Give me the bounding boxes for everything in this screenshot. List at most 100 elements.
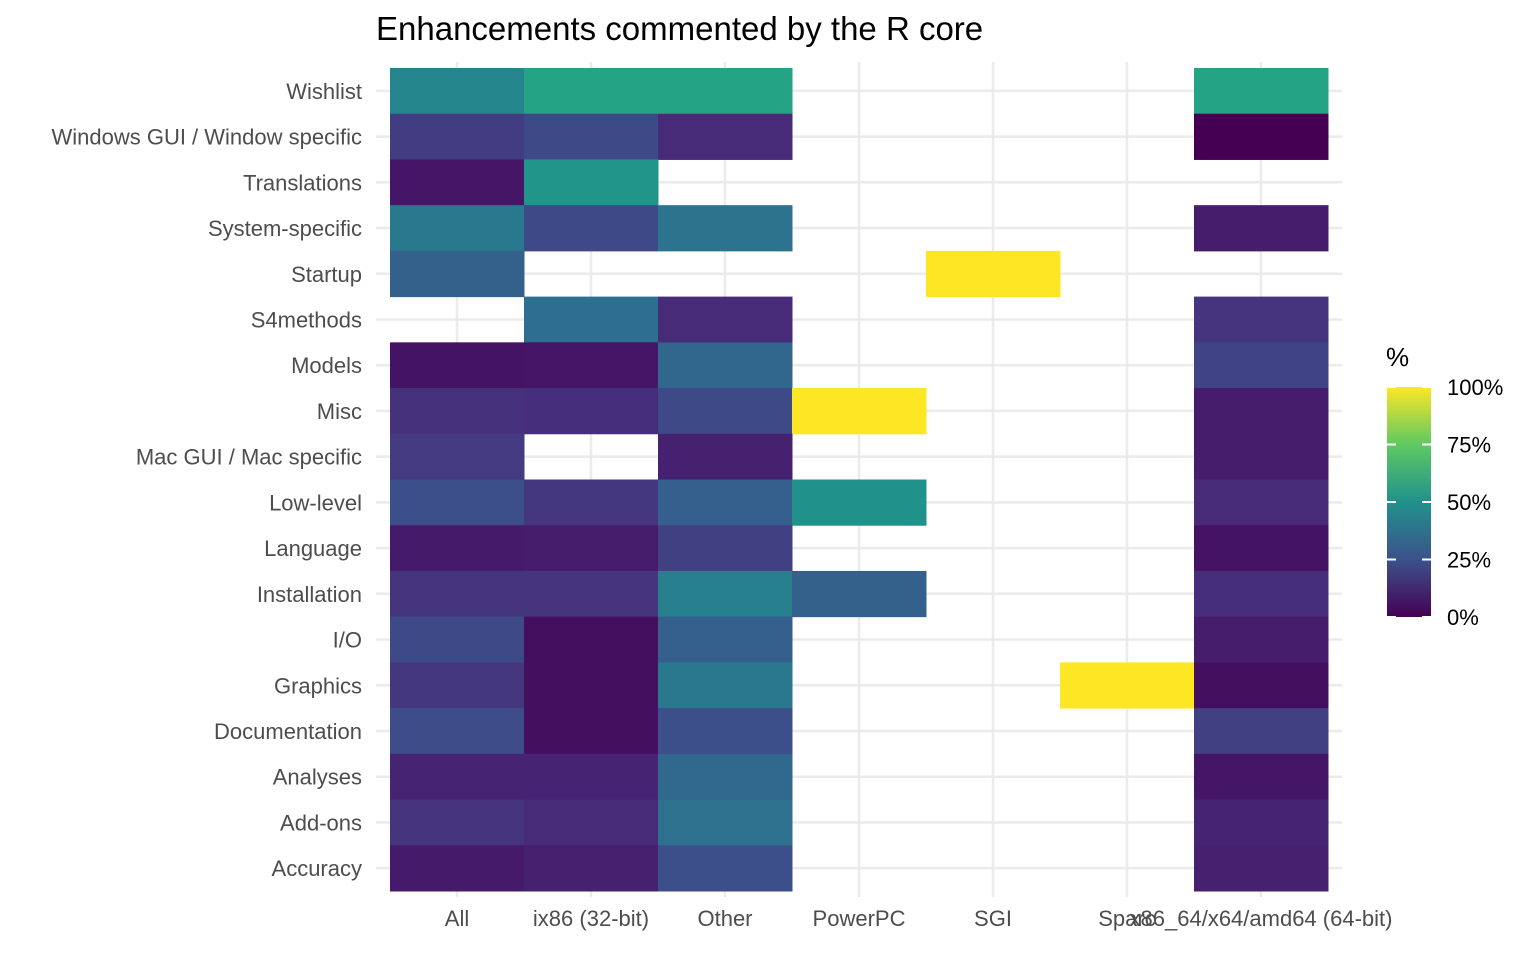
- x-tick-label: All: [445, 906, 469, 931]
- heatmap-cell: [390, 388, 525, 435]
- color-legend: % 100% 75% 50% 25% 0%: [1386, 342, 1503, 630]
- y-tick-label: Mac GUI / Mac specific: [136, 445, 362, 470]
- heatmap-cell: [1194, 753, 1329, 801]
- heatmap-cell: [390, 159, 525, 206]
- heatmap-cell: [658, 68, 793, 115]
- heatmap-cell: [658, 845, 793, 892]
- heatmap-cell: [524, 388, 659, 435]
- x-tick-label: x86_64/x64/amd64 (64-bit): [1130, 906, 1393, 931]
- heatmap-cell: [390, 525, 525, 572]
- y-tick-label: I/O: [333, 628, 362, 653]
- y-tick-label: Low-level: [269, 490, 362, 515]
- heatmap-cell: [390, 708, 525, 755]
- heatmap-cell: [1194, 113, 1329, 160]
- heatmap-cell: [524, 296, 659, 343]
- heatmap-cell: [524, 159, 659, 206]
- y-tick-label: Translations: [243, 170, 362, 195]
- heatmap-cell: [658, 570, 793, 618]
- heatmap-cell: [1194, 68, 1329, 115]
- heatmap-cell: [658, 525, 793, 572]
- heatmap-cell: [524, 662, 659, 709]
- heatmap-cell: [1194, 479, 1329, 526]
- heatmap-cell: [524, 570, 659, 618]
- y-tick-label: Windows GUI / Window specific: [51, 125, 362, 150]
- heatmap-cell: [1194, 296, 1329, 343]
- x-tick-label: ix86 (32-bit): [533, 906, 649, 931]
- y-tick-label: Wishlist: [286, 79, 362, 104]
- x-tick-label: PowerPC: [813, 906, 906, 931]
- heatmap-cell: [1194, 799, 1329, 846]
- x-tick-label: Sparc: [1098, 906, 1155, 931]
- heatmap-cell: [524, 68, 659, 115]
- x-tick-label: Other: [697, 906, 752, 931]
- heatmap-cell: [658, 113, 793, 160]
- heatmap-cell: [390, 205, 525, 252]
- x-axis-labels: All ix86 (32-bit) Other PowerPC SGI Sparcx86_…: [445, 906, 1393, 931]
- heatmap-cell: [1194, 388, 1329, 435]
- legend-label: 25%: [1447, 548, 1491, 573]
- y-tick-label: Graphics: [274, 673, 362, 698]
- legend-label: 50%: [1447, 490, 1491, 515]
- heatmap-cell: [658, 433, 793, 480]
- y-tick-label: Models: [291, 353, 362, 378]
- legend-label: 0%: [1447, 605, 1479, 630]
- heatmap-cell: [658, 296, 793, 343]
- heatmap-cell: [658, 616, 793, 663]
- heatmap-cell: [1194, 570, 1329, 618]
- heatmap-cell: [792, 388, 927, 435]
- heatmap-cell: [390, 799, 525, 846]
- heatmap-cell: [658, 205, 793, 252]
- heatmap-cell: [792, 570, 927, 618]
- heatmap-cell: [1194, 845, 1329, 892]
- heatmap-cell: [390, 753, 525, 801]
- legend-label: 100%: [1447, 375, 1503, 400]
- y-tick-label: Language: [264, 536, 362, 561]
- heatmap-cell: [524, 113, 659, 160]
- grid-lines: [376, 62, 1342, 897]
- heatmap-cell: [1060, 662, 1195, 709]
- heatmap-cell: [390, 662, 525, 709]
- heatmap-cell: [390, 113, 525, 160]
- chart-title: Enhancements commented by the R core: [376, 10, 983, 47]
- heatmap-cell: [1194, 708, 1329, 755]
- y-tick-label: Add-ons: [280, 810, 362, 835]
- y-tick-label: Accuracy: [272, 856, 362, 881]
- y-tick-label: Misc: [317, 399, 362, 424]
- heatmap-cell: [1194, 616, 1329, 663]
- y-tick-label: S4methods: [251, 307, 362, 332]
- heatmap-cell: [390, 433, 525, 480]
- y-tick-label: System-specific: [208, 216, 362, 241]
- y-tick-label: Documentation: [214, 719, 362, 744]
- heatmap-cell: [658, 708, 793, 755]
- heatmap-cell: [792, 479, 927, 526]
- heatmap-cell: [1194, 205, 1329, 252]
- heatmap-cell: [658, 388, 793, 435]
- heatmap-cell: [658, 479, 793, 526]
- heatmap-cell: [390, 616, 525, 663]
- heatmap-cell: [1194, 433, 1329, 480]
- heatmap-cell: [658, 753, 793, 801]
- heatmap-cell: [390, 342, 525, 389]
- heatmap-cell: [1194, 662, 1329, 709]
- heatmap-cell: [524, 342, 659, 389]
- heatmap-cell: [390, 479, 525, 526]
- heatmap-cell: [524, 799, 659, 846]
- heatmap-cell: [390, 570, 525, 618]
- heatmap-cell: [524, 616, 659, 663]
- heatmap-cell: [390, 68, 525, 115]
- heatmap-cell: [658, 342, 793, 389]
- heatmap-cell: [658, 799, 793, 846]
- heatmap-cell: [1194, 525, 1329, 572]
- heatmap-cell: [1194, 342, 1329, 389]
- y-tick-label: Startup: [291, 262, 362, 287]
- legend-label: 75%: [1447, 433, 1491, 458]
- y-tick-label: Analyses: [273, 765, 362, 790]
- heatmap-cell: [524, 708, 659, 755]
- legend-title: %: [1386, 342, 1409, 372]
- heatmap-cell: [524, 845, 659, 892]
- heatmap-tiles: [390, 68, 1329, 892]
- heatmap-cell: [524, 479, 659, 526]
- x-tick-label: SGI: [974, 906, 1012, 931]
- heatmap-cell: [658, 662, 793, 709]
- heatmap-cell: [524, 753, 659, 801]
